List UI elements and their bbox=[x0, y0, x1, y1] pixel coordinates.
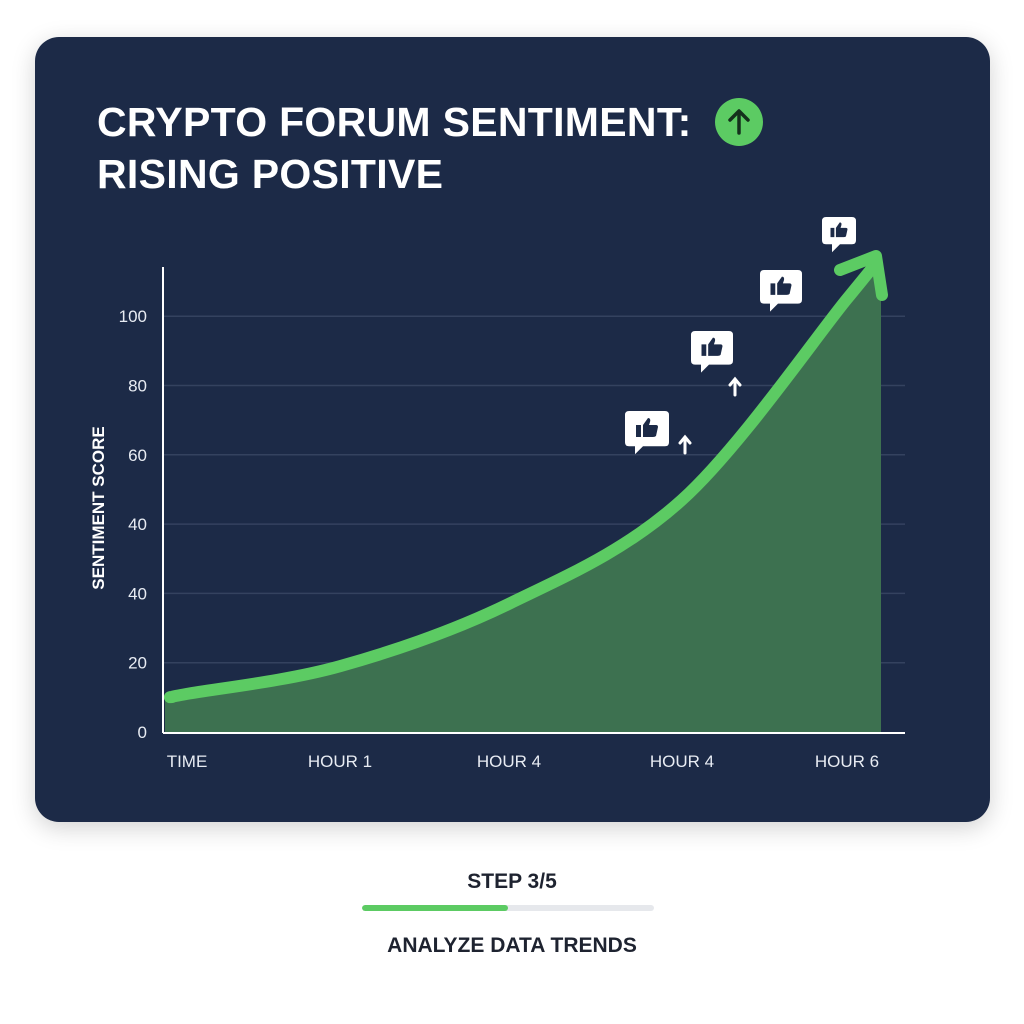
step-label: STEP 3/5 bbox=[467, 870, 557, 893]
thumbs-up-icon bbox=[636, 418, 658, 437]
small-arrow-up-icon bbox=[678, 434, 692, 455]
chart-title: CRYPTO FORUM SENTIMENT: RISING POSITIVE bbox=[97, 96, 692, 200]
x-tick-label: TIME bbox=[167, 752, 208, 771]
y-axis-label: SENTIMENT SCORE bbox=[89, 426, 108, 589]
y-tick-label: 100 bbox=[119, 307, 147, 326]
sentiment-line bbox=[163, 262, 878, 704]
y-tick-label: 60 bbox=[128, 446, 147, 465]
x-tick-label: HOUR 1 bbox=[308, 752, 372, 771]
title-line-1: CRYPTO FORUM SENTIMENT: bbox=[97, 99, 692, 145]
y-tick-label: 40 bbox=[128, 515, 147, 534]
y-tick-label: 40 bbox=[128, 584, 147, 603]
step-caption: ANALYZE DATA TRENDS bbox=[387, 934, 637, 957]
progress-bar-fill bbox=[362, 905, 508, 911]
x-tick-label: HOUR 4 bbox=[650, 752, 714, 771]
thumbs-up-icon bbox=[830, 222, 848, 238]
small-arrow-up-icon bbox=[728, 376, 742, 397]
y-tick-label: 20 bbox=[128, 654, 147, 673]
x-tick-label: HOUR 4 bbox=[477, 752, 541, 771]
arrow-head bbox=[834, 250, 888, 301]
thumbs-up-icon bbox=[770, 276, 792, 295]
y-tick-label: 80 bbox=[128, 377, 147, 396]
progress-bar bbox=[362, 905, 654, 911]
title-line-2: RISING POSITIVE bbox=[97, 151, 444, 197]
x-tick-label: HOUR 6 bbox=[815, 752, 879, 771]
arrow-up-circle-icon bbox=[715, 98, 763, 146]
area-fill bbox=[165, 268, 881, 732]
y-tick-label: 0 bbox=[138, 723, 147, 742]
thumbs-up-icon bbox=[701, 337, 723, 356]
